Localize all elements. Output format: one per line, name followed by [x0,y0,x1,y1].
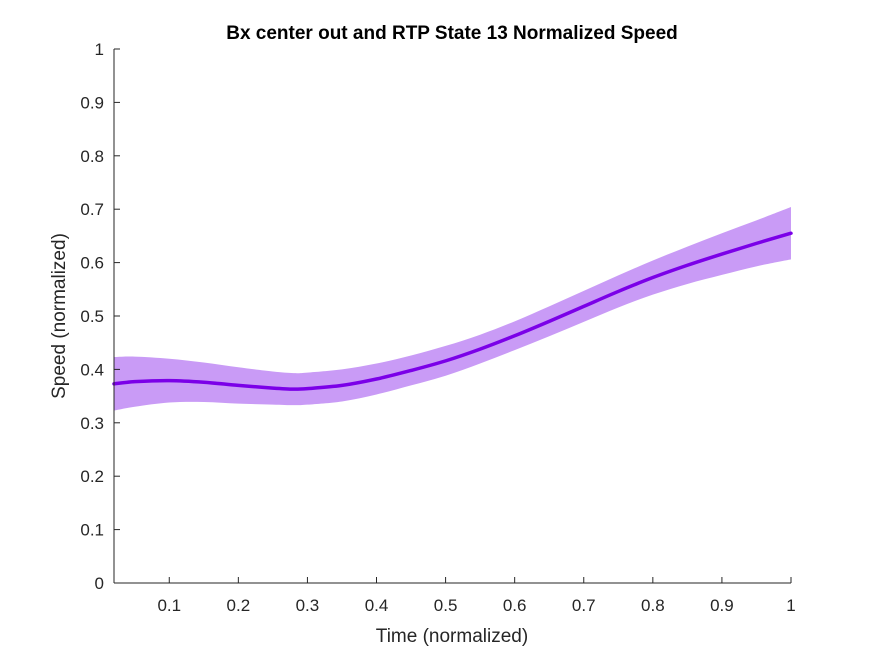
y-tick-label: 0.9 [80,93,104,112]
plot-area [112,207,793,411]
y-tick-label: 0.3 [80,414,104,433]
x-tick-label: 0.6 [503,596,527,615]
x-tick-label: 0.9 [710,596,734,615]
x-tick-label: 1 [786,596,795,615]
y-tick-label: 0.8 [80,147,104,166]
y-tick-label: 1 [95,40,104,59]
x-tick-label: 0.4 [365,596,389,615]
x-tick-label: 0.8 [641,596,665,615]
x-tick-label: 0.1 [157,596,181,615]
x-ticks: 0.1 0.2 0.3 0.4 0.5 0.6 0.7 0.8 0.9 1 [157,577,796,615]
mean-speed-line [112,231,793,391]
y-tick-label: 0.6 [80,254,104,273]
y-axis-label: Speed (normalized) [49,233,70,399]
y-tick-label: 0.2 [80,467,104,486]
y-tick-label: 0.1 [80,521,104,540]
x-tick-label: 0.2 [227,596,251,615]
x-axis-label: Time (normalized) [376,626,528,647]
y-tick-label: 0.5 [80,307,104,326]
y-tick-label: 0.4 [80,360,104,379]
axes: 0.1 0.2 0.3 0.4 0.5 0.6 0.7 0.8 0.9 1 00.10.20.30… [80,40,795,615]
confidence-band [114,207,791,411]
x-tick-label: 0.7 [572,596,596,615]
y-tick-label: 0.7 [80,200,104,219]
y-ticks: 0 0.1 0.2 0.3 0.4 0.5 0.6 0.7 0.8 0.9 1 [80,40,120,593]
chart-title: Bx center out and RTP State 13 Normalize… [226,23,678,44]
y-tick-label: 0 [95,574,104,593]
x-tick-label: 0.3 [296,596,320,615]
x-tick-label: 0.5 [434,596,458,615]
